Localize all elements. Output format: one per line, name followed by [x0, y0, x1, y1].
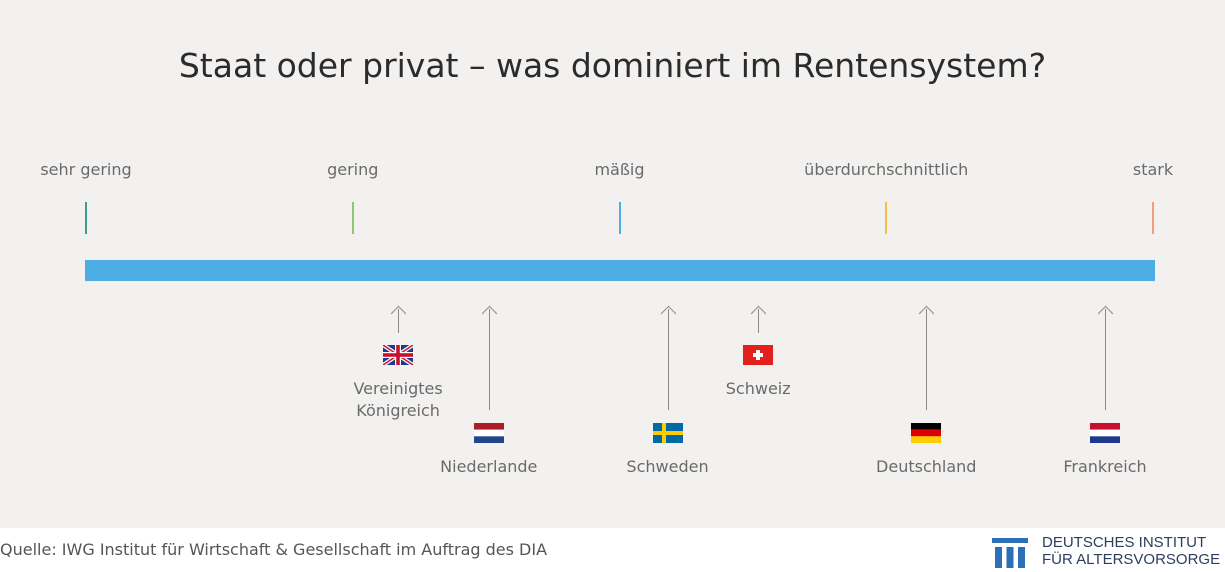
logo-line-2: FÜR ALTERSVORSORGE: [1042, 551, 1221, 568]
country-label: Frankreich: [1063, 457, 1147, 476]
dia-logo-icon: [992, 538, 1028, 568]
chart-title: Staat oder privat – was dominiert im Ren…: [178, 46, 1047, 85]
arrow-line: [667, 309, 669, 410]
arrow-line: [926, 309, 928, 410]
scale-tick: [885, 202, 888, 234]
scale-bar: [85, 260, 1155, 281]
nl-flag-icon: [473, 423, 504, 443]
scale-tick: [351, 202, 354, 234]
scale-tick: [85, 202, 87, 234]
ch-flag-icon: [743, 345, 774, 365]
de-flag-icon: [911, 423, 942, 443]
uk-flag-icon: [383, 345, 414, 365]
se-flag-icon: [652, 423, 683, 443]
arrow-up-icon: [390, 305, 407, 322]
scale-label: sehr gering: [40, 160, 132, 179]
chart-canvas: Staat oder privat – was dominiert im Ren…: [0, 0, 1225, 528]
arrow-up-icon: [481, 305, 498, 322]
arrow-line: [398, 309, 400, 333]
arrow-up-icon: [750, 305, 767, 322]
arrow-line: [758, 309, 760, 333]
scale-label: gering: [327, 160, 379, 179]
scale-label: mäßig: [594, 160, 645, 179]
arrow-up-icon: [918, 305, 935, 322]
country-label: Deutschland: [876, 457, 977, 476]
scale-tick: [618, 202, 621, 234]
source-note: Quelle: IWG Institut für Wirtschaft & Ge…: [0, 540, 548, 559]
arrow-up-icon: [660, 305, 676, 322]
dia-logo: DEUTSCHES INSTITUT FÜR ALTERSVORSORGE: [992, 532, 1225, 572]
country-label: Schweden: [626, 457, 709, 476]
country-label: Schweiz: [725, 379, 791, 398]
scale-label: überdurchschnittlich: [804, 160, 969, 179]
dia-logo-text: DEUTSCHES INSTITUT FÜR ALTERSVORSORGE: [1042, 534, 1220, 568]
footer: Quelle: IWG Institut für Wirtschaft & Ge…: [0, 528, 1225, 572]
arrow-line: [488, 309, 490, 410]
country-label: Vereinigtes Königreich: [353, 379, 443, 420]
arrow-line: [1104, 309, 1106, 410]
scale-tick: [1152, 202, 1154, 234]
logo-line-1: DEUTSCHES INSTITUT: [1042, 534, 1207, 551]
fr-flag-icon: [1089, 423, 1120, 443]
country-label: Niederlande: [440, 457, 538, 476]
scale-label: stark: [1132, 160, 1174, 179]
arrow-up-icon: [1097, 305, 1114, 322]
